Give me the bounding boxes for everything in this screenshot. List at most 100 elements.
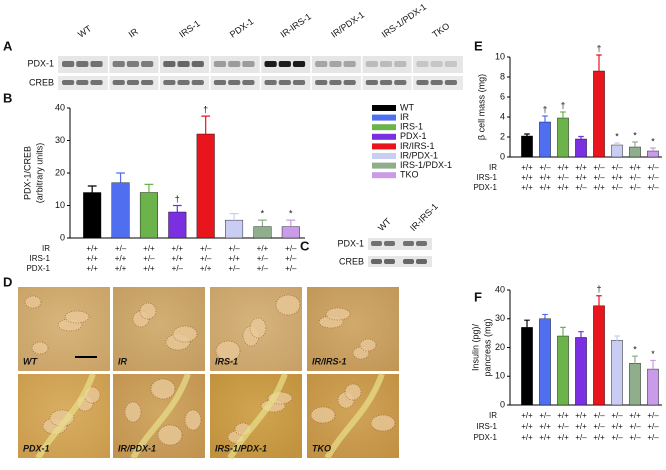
bar bbox=[575, 337, 587, 406]
significance-mark: * bbox=[289, 209, 293, 219]
panel-label: A bbox=[3, 38, 13, 53]
band bbox=[343, 80, 356, 85]
genotype-row-name: PDX-1 bbox=[473, 433, 497, 442]
y-tick-label: 4 bbox=[500, 111, 505, 121]
legend-swatch bbox=[372, 143, 396, 150]
genotype-cell: +/+ bbox=[629, 163, 641, 172]
band bbox=[444, 80, 457, 85]
genotype-cell: +/+ bbox=[521, 422, 533, 431]
y-tick-label: 0 bbox=[60, 232, 65, 242]
y-axis-label: PDX-1/CREB bbox=[22, 146, 32, 200]
error-bar bbox=[87, 185, 97, 193]
bar bbox=[111, 182, 130, 239]
genotype-cell: +/– bbox=[557, 422, 569, 431]
genotype-cell: +/+ bbox=[86, 264, 98, 273]
genotype-cell: +/– bbox=[257, 264, 269, 273]
bar bbox=[196, 133, 215, 239]
genotype-cell: +/– bbox=[593, 422, 605, 431]
micrograph-shade bbox=[210, 374, 302, 458]
bar bbox=[575, 138, 587, 158]
genotype-row-name: IR bbox=[489, 163, 497, 172]
genotype-cell: +/+ bbox=[115, 264, 127, 273]
micrograph-label: IR/PDX-1 bbox=[118, 443, 156, 453]
significance-mark: † bbox=[175, 194, 180, 204]
error-bar bbox=[542, 115, 548, 122]
band bbox=[264, 61, 277, 67]
error-bar bbox=[258, 219, 267, 227]
legend-swatch bbox=[372, 133, 396, 140]
genotype-cell: +/– bbox=[257, 254, 269, 263]
band bbox=[112, 61, 125, 67]
significance-mark: † bbox=[560, 100, 565, 110]
band bbox=[62, 61, 75, 67]
band bbox=[112, 80, 125, 85]
islet bbox=[325, 307, 351, 321]
bar bbox=[253, 226, 272, 239]
band bbox=[430, 61, 443, 67]
genotype-cell: +/– bbox=[611, 163, 623, 172]
genotype-cell: +/– bbox=[611, 411, 623, 420]
band bbox=[416, 259, 427, 264]
bar bbox=[139, 192, 158, 239]
significance-mark: * bbox=[651, 349, 655, 359]
legend-label: IR/PDX-1 bbox=[400, 150, 438, 160]
y-tick-label: 0 bbox=[500, 399, 505, 409]
genotype-cell: +/+ bbox=[575, 163, 587, 172]
band bbox=[394, 80, 407, 85]
genotype-cell: +/– bbox=[285, 254, 297, 263]
significance-mark: † bbox=[596, 43, 601, 53]
genotype-cell: +/+ bbox=[539, 433, 551, 442]
genotype-cell: +/– bbox=[593, 163, 605, 172]
band bbox=[365, 80, 378, 85]
band bbox=[163, 61, 176, 67]
band bbox=[141, 80, 154, 85]
error-bar bbox=[524, 133, 530, 136]
genotype-cell: +/+ bbox=[521, 173, 533, 182]
error-bar bbox=[614, 335, 620, 341]
genotype-cell: +/+ bbox=[593, 433, 605, 442]
islet bbox=[31, 341, 49, 355]
significance-mark: * bbox=[651, 136, 655, 146]
significance-mark: * bbox=[261, 209, 265, 219]
genotype-cell: +/– bbox=[629, 433, 641, 442]
error-bar bbox=[596, 295, 602, 306]
legend-label: PDX-1 bbox=[400, 131, 427, 141]
genotype-cell: +/– bbox=[115, 244, 127, 253]
legend-swatch bbox=[372, 172, 396, 179]
duct bbox=[130, 372, 191, 460]
micrograph-label: IR bbox=[118, 356, 128, 366]
bar bbox=[539, 318, 551, 406]
band bbox=[242, 80, 255, 85]
error-bar bbox=[614, 142, 620, 145]
genotype-cell: +/+ bbox=[521, 411, 533, 420]
duct bbox=[324, 372, 385, 460]
panel-label: D bbox=[3, 274, 12, 289]
genotype-cell: +/– bbox=[228, 264, 240, 273]
bar bbox=[521, 135, 533, 158]
legend-swatch bbox=[372, 105, 396, 111]
genotype-cell: +/+ bbox=[86, 244, 98, 253]
y-axis-label: Insulin (pg)/ bbox=[470, 323, 480, 371]
error-bar bbox=[578, 135, 584, 139]
band bbox=[213, 61, 227, 67]
genotype-cell: +/+ bbox=[257, 244, 269, 253]
bar bbox=[647, 368, 659, 406]
significance-mark: * bbox=[633, 345, 637, 355]
error-bar bbox=[286, 219, 296, 227]
genotype-cell: +/+ bbox=[143, 264, 155, 273]
genotype-row-name: IR bbox=[489, 411, 497, 420]
islet bbox=[24, 295, 42, 309]
band bbox=[264, 80, 277, 85]
band bbox=[343, 61, 356, 67]
genotype-row-name: PDX-1 bbox=[473, 183, 497, 192]
genotype-cell: +/– bbox=[285, 244, 297, 253]
micrograph-label: TKO bbox=[312, 443, 331, 453]
micrograph-label: IRS-1 bbox=[215, 356, 238, 366]
y-tick-label: 20 bbox=[495, 342, 505, 352]
genotype-cell: +/+ bbox=[115, 254, 127, 263]
genotype-cell: +/+ bbox=[172, 244, 184, 253]
y-tick-label: 20 bbox=[55, 167, 65, 177]
bar bbox=[168, 211, 187, 239]
genotype-cell: +/+ bbox=[593, 183, 605, 192]
